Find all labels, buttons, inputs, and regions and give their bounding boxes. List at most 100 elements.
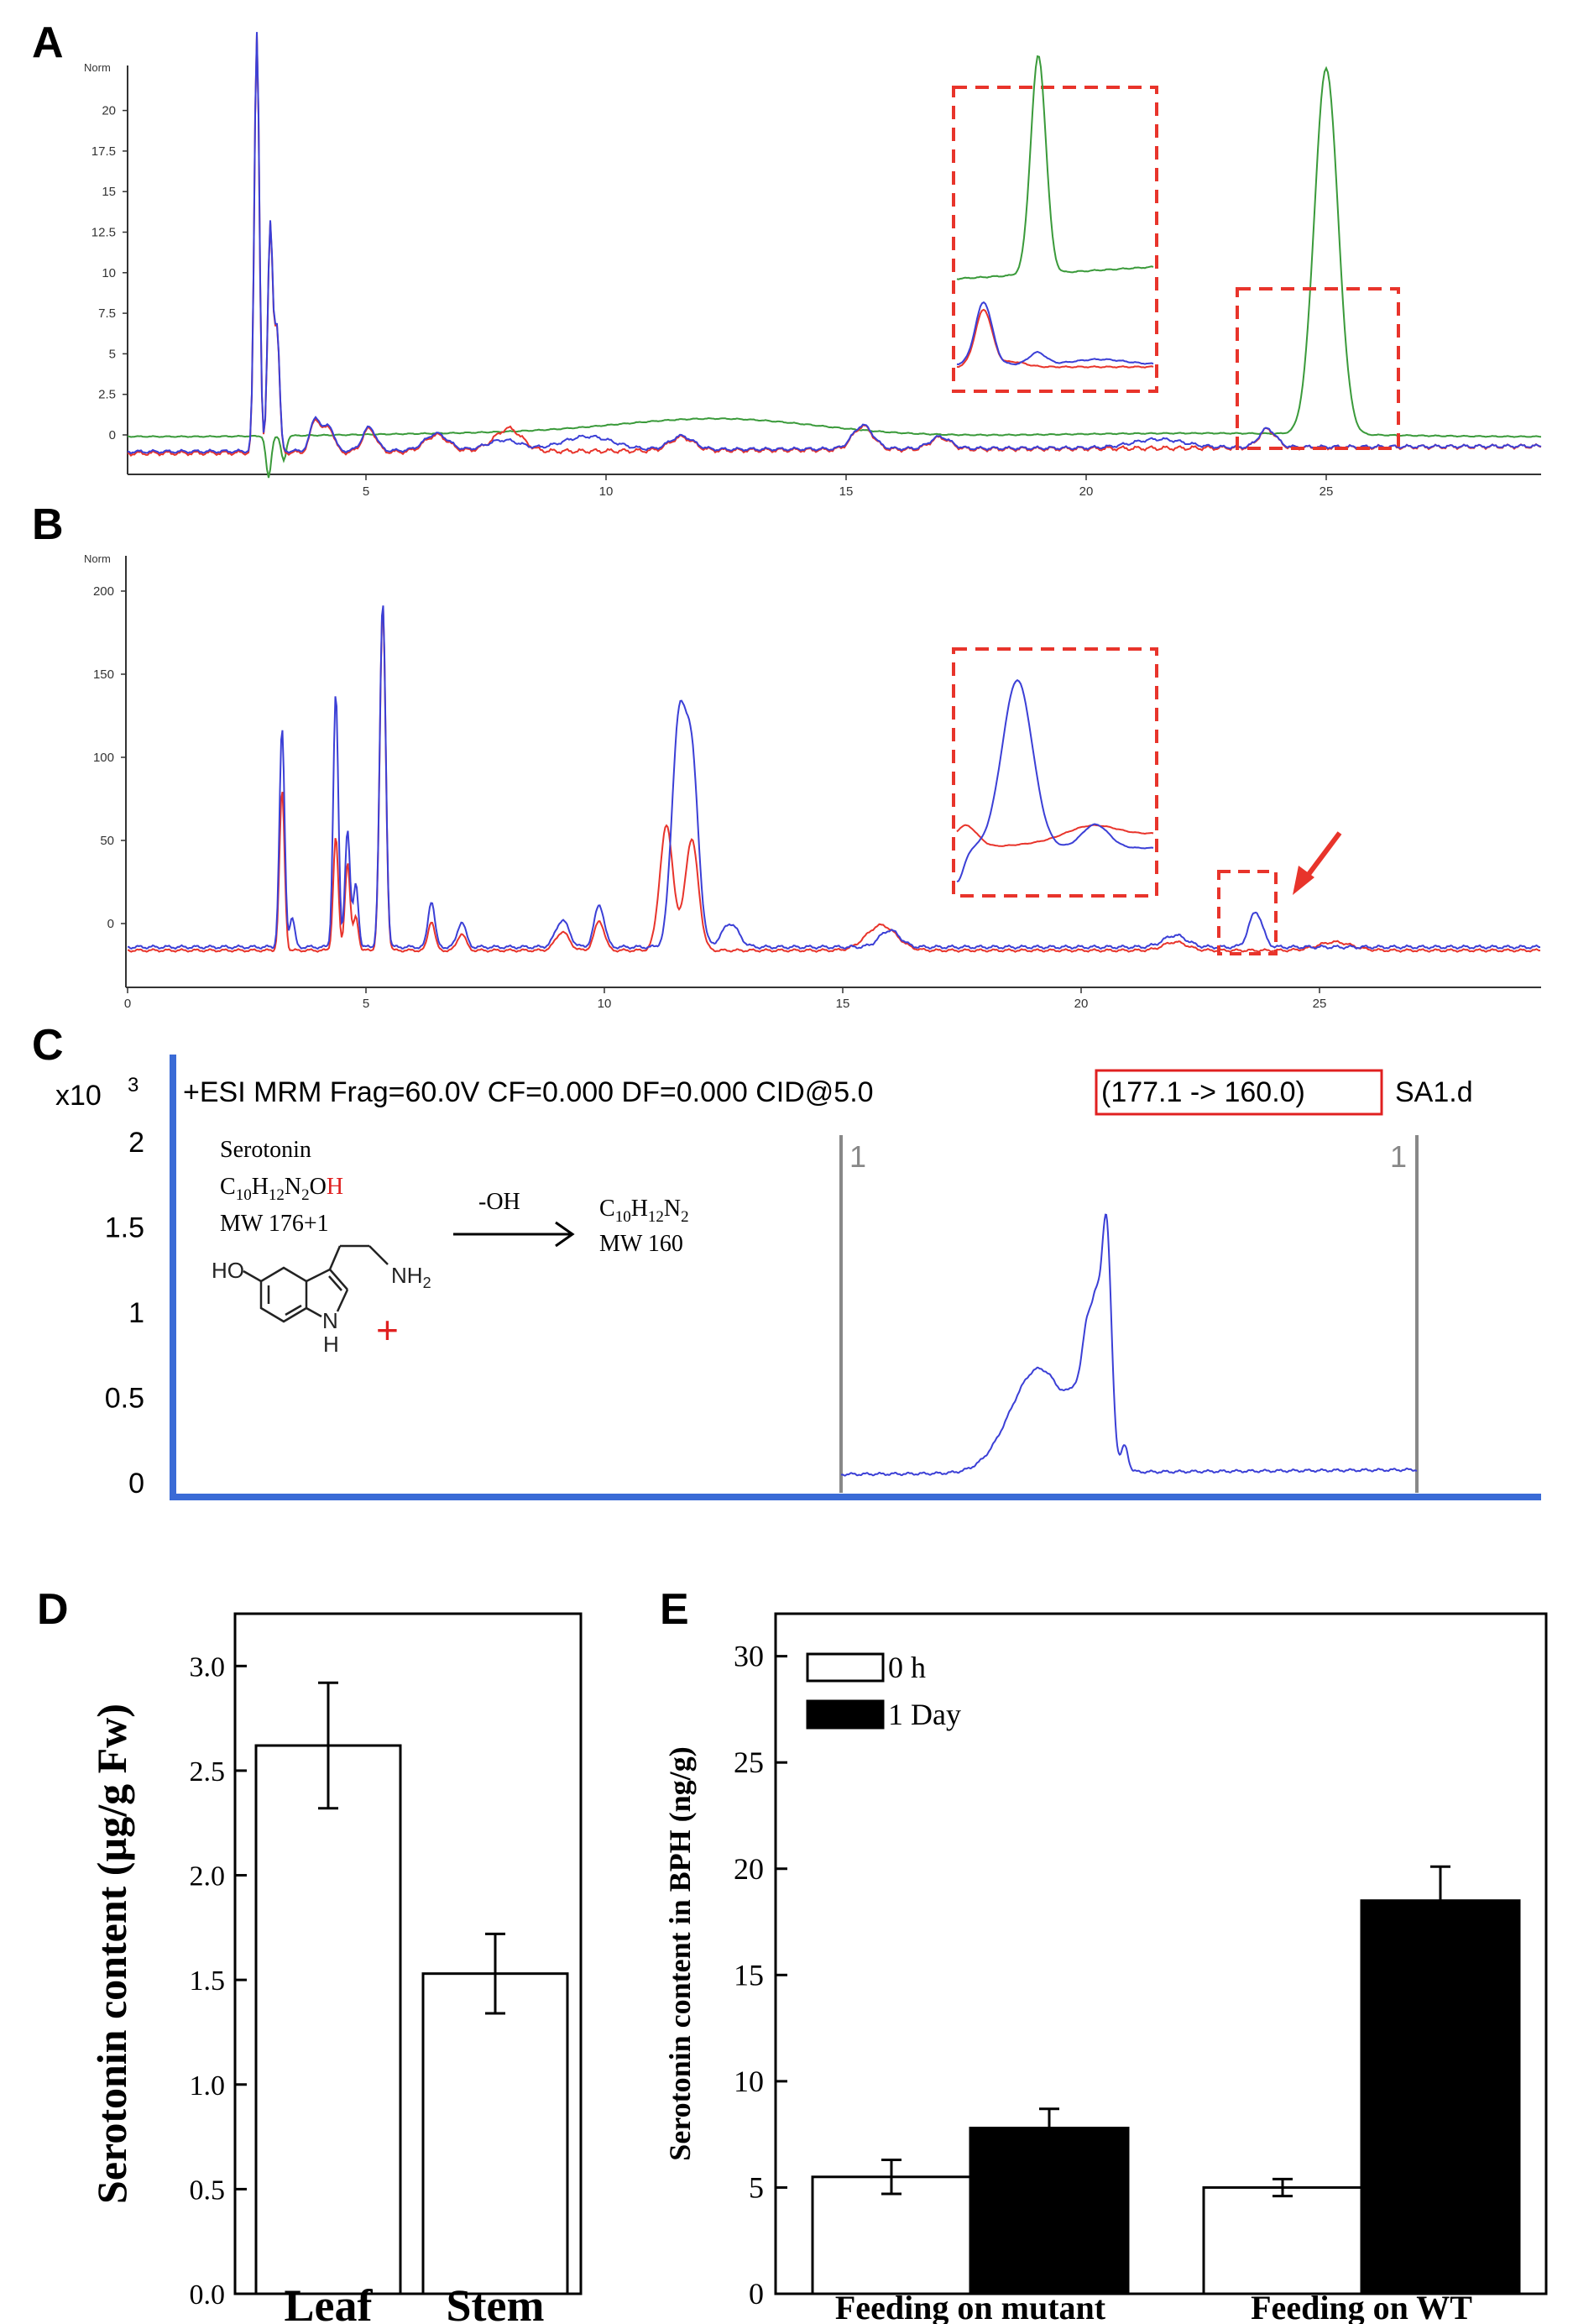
panel-c-loss: -OH: [478, 1189, 520, 1215]
panel-c-file: SA1.d: [1395, 1076, 1473, 1108]
panel-b-ytick-label: 50: [100, 834, 114, 848]
panel-e-ytick-label: 25: [734, 1746, 764, 1779]
panel-d-category-label: Leaf: [285, 2280, 374, 2324]
panel-c-mrm-trace: [840, 1213, 1418, 1477]
panel-a-ylabel: Norm: [84, 61, 111, 74]
panel-d-ylabel: Serotonin content (µg/g Fw): [88, 1704, 135, 2204]
panel-a-ytick-label: 7.5: [98, 306, 116, 321]
panel-a-xtick-label: 20: [1079, 484, 1094, 499]
panel-e-yticks: 0 5 10 15 20 25 30: [734, 1640, 787, 2311]
panel-a-xtick-label: 15: [839, 484, 854, 499]
panel-d-ytick-label: 0.5: [190, 2175, 226, 2206]
panel-a-ytick-label: 17.5: [91, 144, 116, 159]
legend-label-0h: 0 h: [888, 1651, 926, 1684]
panel-a-xtick-label: 25: [1320, 484, 1334, 499]
panel-b-ytick-label: 150: [93, 667, 114, 682]
panel-a-inset-red: [956, 308, 1154, 369]
panel-b-xtick-label: 20: [1074, 997, 1089, 1011]
panel-d: D 0.0 0.5 1.0 1.5 2.0 2.5 3.0 Leaf Stem Seroton…: [37, 1585, 583, 2324]
panel-d-ytick-label: 1.5: [190, 1965, 226, 1997]
panel-c-product-formula: C10H12N2: [599, 1196, 689, 1226]
panel-e-ytick-label: 0: [749, 2277, 764, 2311]
panel-d-yticks: 0.0 0.5 1.0 1.5 2.0 2.5 3.0: [190, 1651, 247, 2311]
panel-e-legend: 0 h 1 Day: [806, 1651, 961, 1731]
panel-b-zoom-box: [1217, 870, 1278, 955]
panel-e-category-label: Feeding on WT: [1251, 2289, 1472, 2324]
panel-d-bar-leaf: [254, 1744, 402, 2295]
panel-e-ylabel: Serotonin content in BPH (ng/g): [663, 1746, 697, 2160]
panel-b-xtick-label: 10: [598, 997, 612, 1011]
panel-c-formula: C10H12N2OH: [220, 1174, 343, 1204]
legend-label-1day: 1 Day: [888, 1698, 961, 1731]
panel-c-ytick-label: 0: [128, 1468, 144, 1500]
panel-d-ytick-label: 2.5: [190, 1756, 226, 1787]
panel-b-ytick-label: 200: [93, 584, 114, 599]
panel-e-frame: [774, 1612, 1548, 2295]
panel-b: B Norm 0 50 100 150 200 0 5 10 15 20 25: [32, 500, 1541, 1011]
panel-b-ytick-label: 100: [93, 751, 114, 765]
panel-a-ytick-label: 20: [102, 104, 116, 118]
panel-b-letter: B: [32, 500, 64, 549]
panel-a: A Norm 0 2.5 5 7.5 10 12.5 15 17.5 20 5 10 15 20 25: [32, 18, 1542, 499]
panel-d-ytick-label: 1.0: [190, 2070, 226, 2102]
panel-c-scale: x10: [55, 1080, 102, 1112]
panel-d-bar-stem: [421, 1972, 569, 2295]
panel-e-bar: [969, 2127, 1130, 2295]
panel-c-scale-exp: 3: [128, 1074, 138, 1097]
panel-a-xticks: 5 10 15 20 25: [363, 474, 1334, 499]
panel-c-ytick-label: 1.5: [105, 1212, 144, 1244]
panel-b-red-trace: [128, 609, 1541, 953]
panel-c-mw-right: MW 160: [599, 1231, 683, 1257]
panel-e-ytick-label: 15: [734, 1958, 764, 1992]
panel-a-ytick-label: 5: [109, 347, 116, 361]
panel-a-xtick-label: 10: [599, 484, 614, 499]
panel-c-compound: Serotonin: [220, 1137, 311, 1163]
panel-d-category-label: Stem: [447, 2280, 545, 2324]
panel-e-ytick-label: 10: [734, 2065, 764, 2098]
panel-c-ytick-label: 1: [128, 1297, 144, 1329]
panel-a-red-trace: [127, 34, 1542, 457]
panel-b-inset-red: [956, 824, 1154, 847]
panel-c-marker-right-label: 1: [1390, 1139, 1407, 1174]
panel-c-transition: (177.1 -> 160.0): [1101, 1076, 1305, 1108]
panel-c-reaction-arrow: [453, 1221, 575, 1248]
panel-b-xticks: 0 5 10 15 20 25: [124, 987, 1326, 1011]
panel-b-xtick-label: 15: [836, 997, 850, 1011]
panel-a-ytick-label: 15: [102, 185, 116, 199]
legend-swatch-0h: [806, 1652, 885, 1683]
panel-c-ytick-label: 2: [128, 1127, 144, 1159]
panel-a-inset-box: [952, 86, 1158, 393]
panel-e-ytick-label: 20: [734, 1852, 764, 1886]
panel-d-bars: Leaf Stem: [254, 1681, 569, 2324]
panel-a-letter: A: [32, 18, 64, 67]
serotonin-structure: [243, 1244, 389, 1323]
panel-c-mw-left: MW 176+1: [220, 1211, 329, 1237]
panel-e-bars: Feeding on mutant Feeding on WT: [811, 1865, 1521, 2324]
structure-h: H: [323, 1332, 339, 1357]
panel-a-xtick-label: 5: [363, 484, 369, 499]
panel-e-ytick-label: 30: [734, 1640, 764, 1673]
panel-e-category-label: Feeding on mutant: [835, 2289, 1106, 2324]
panel-a-yticks: 0 2.5 5 7.5 10 12.5 15 17.5 20: [91, 104, 128, 442]
panel-a-inset-green: [956, 55, 1154, 280]
panel-a-inset-blue: [956, 301, 1154, 366]
panel-a-ytick-label: 2.5: [98, 388, 116, 402]
panel-c-letter: C: [32, 1021, 64, 1070]
panel-e-letter: E: [660, 1585, 689, 1634]
legend-swatch-1day: [806, 1699, 885, 1730]
structure-n: N: [322, 1308, 338, 1333]
panel-b-xtick-label: 5: [363, 997, 369, 1011]
panel-b-inset-box: [952, 647, 1158, 898]
panel-d-ytick-label: 2.0: [190, 1861, 226, 1892]
panel-e-bar: [1360, 1899, 1521, 2295]
panel-c-ytick-label: 0.5: [105, 1383, 144, 1415]
panel-b-arrow: [1293, 831, 1342, 895]
panel-a-zoom-box: [1236, 287, 1400, 450]
panel-d-ytick-label: 0.0: [190, 2280, 226, 2311]
structure-nh2: NH2: [391, 1263, 431, 1291]
panel-b-ytick-label: 0: [107, 917, 114, 931]
panel-b-yticks: 0 50 100 150 200: [93, 584, 126, 931]
panel-a-ytick-label: 10: [102, 266, 116, 280]
